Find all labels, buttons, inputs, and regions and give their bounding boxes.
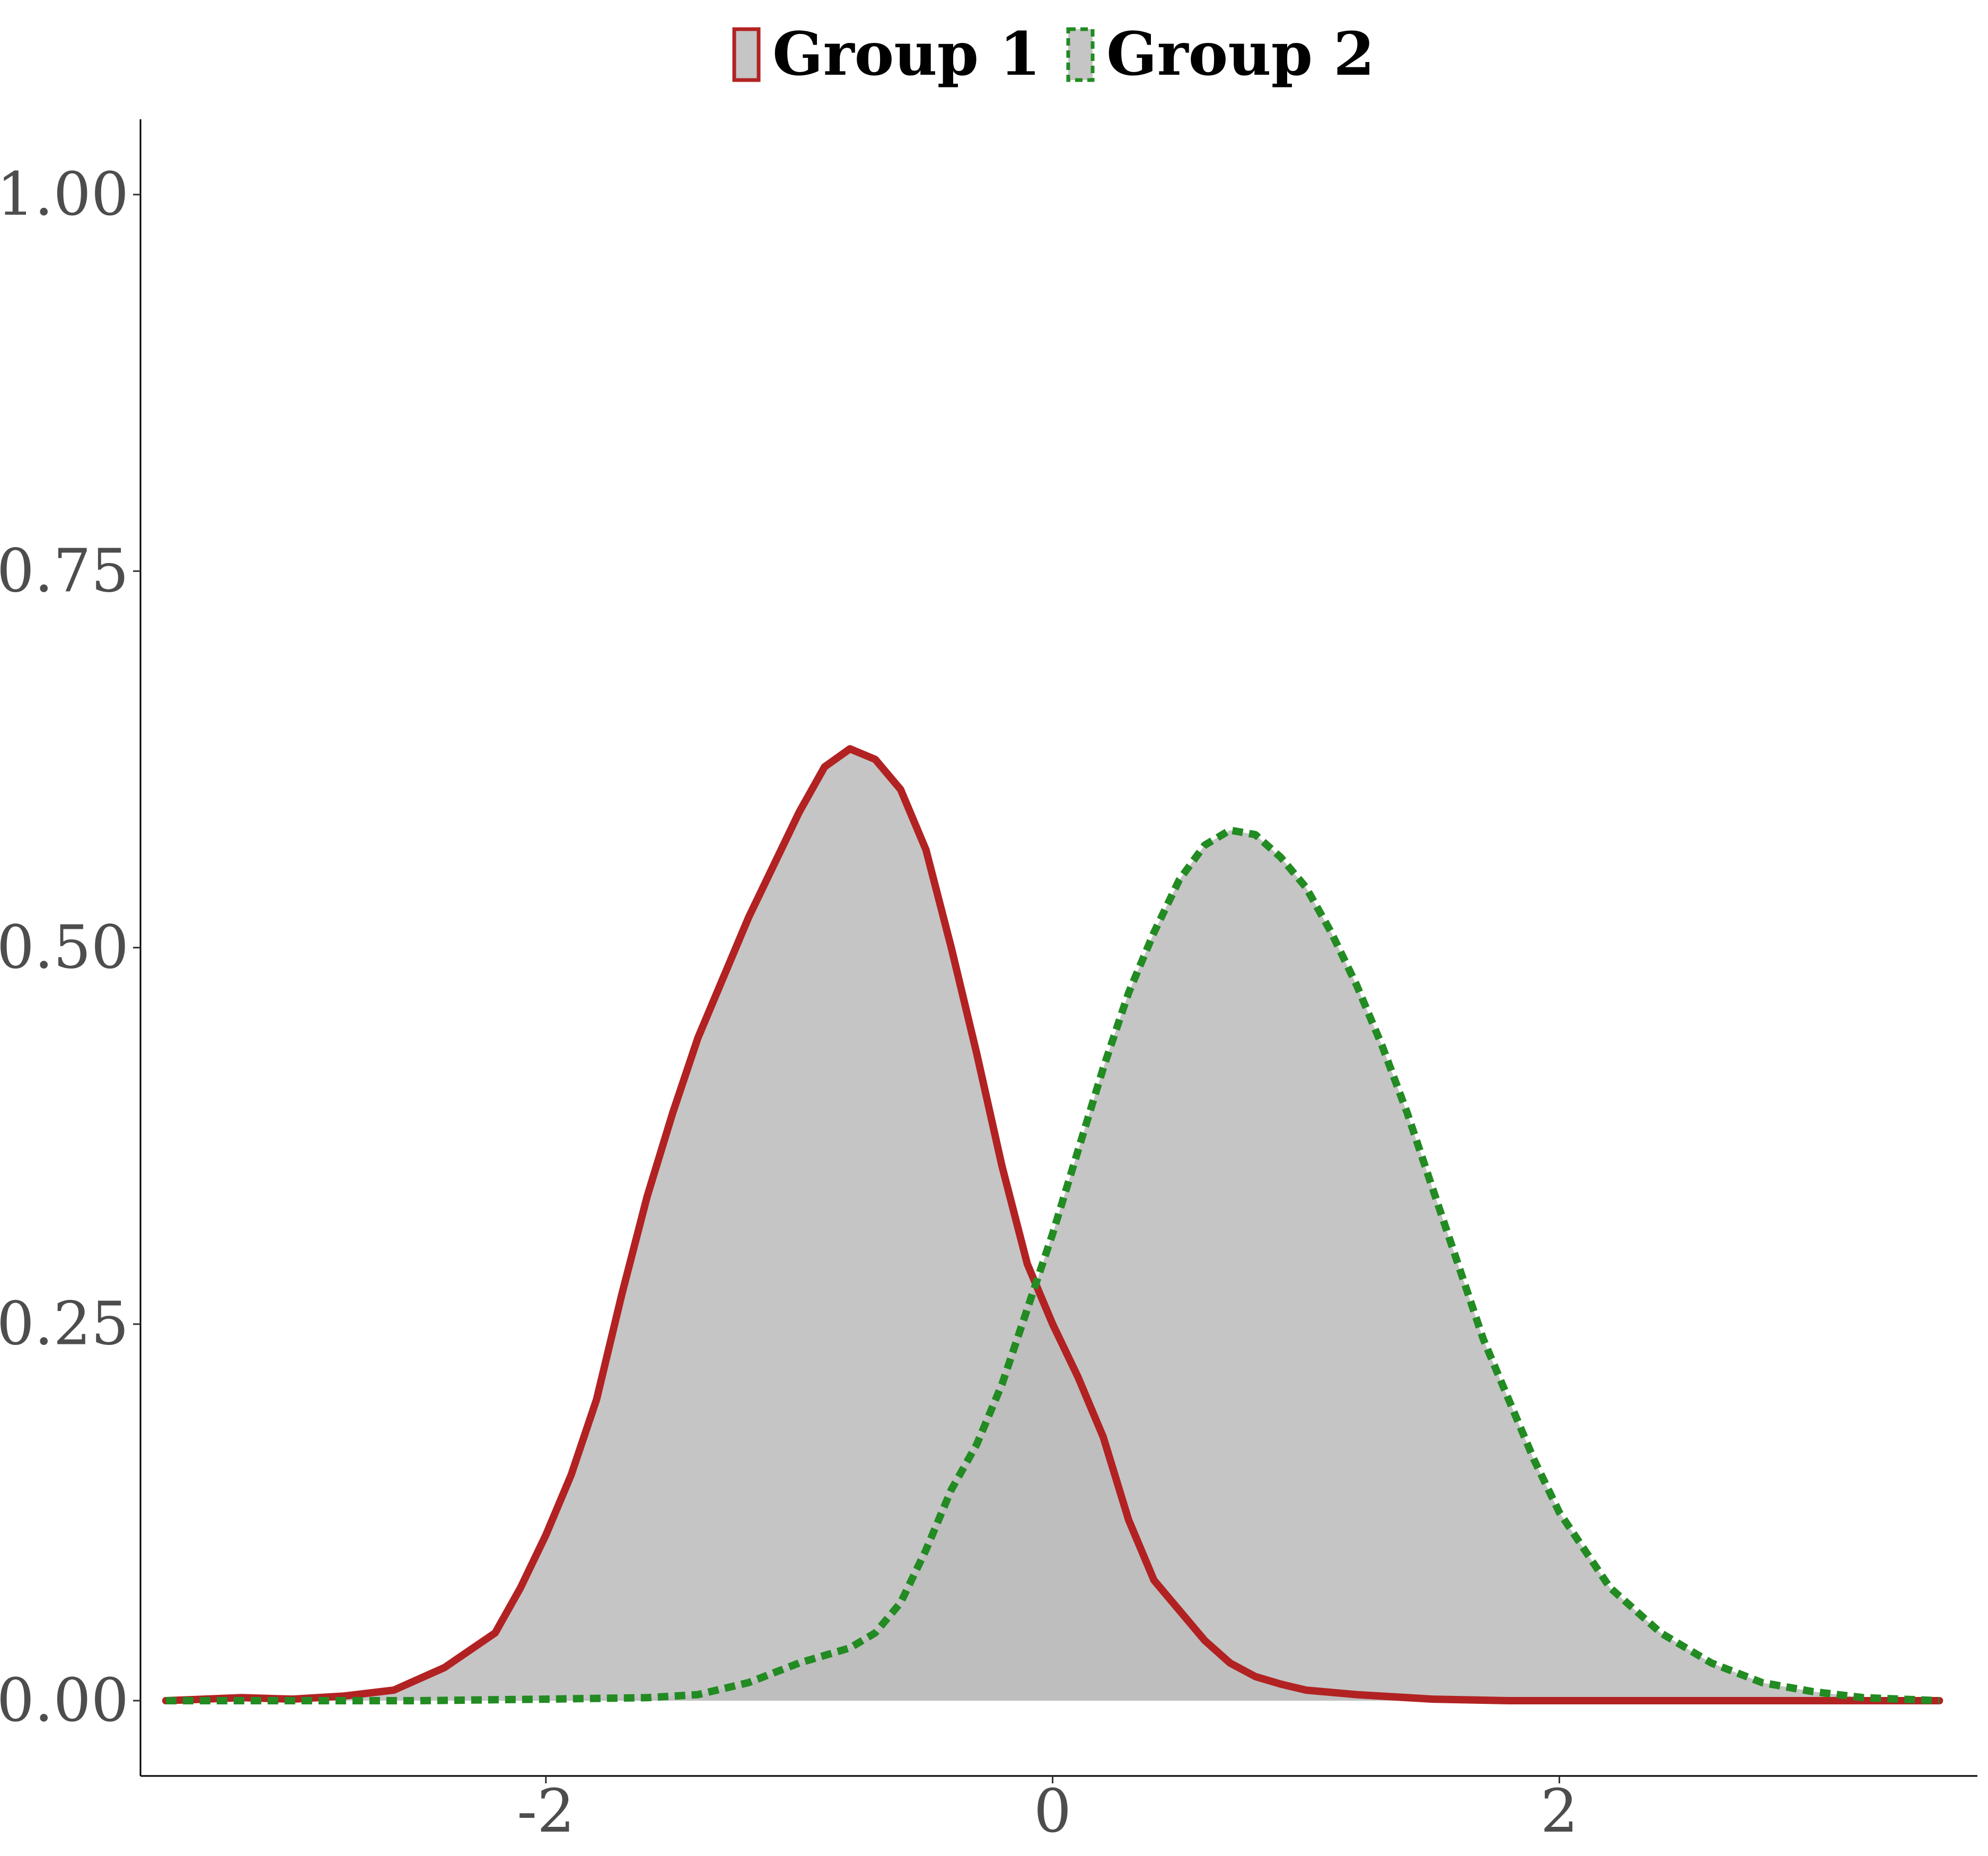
legend-key-group-2 xyxy=(1066,27,1095,82)
group-2-density-line xyxy=(165,826,1940,1704)
group-1-density-line xyxy=(162,745,1943,1704)
x-tick-label: -2 xyxy=(517,1777,575,1846)
x-tick-label: 0 xyxy=(1034,1777,1071,1846)
density-lines xyxy=(162,745,1943,1704)
y-tick-label: 0.50 xyxy=(0,913,129,982)
x-tick-label: 2 xyxy=(1541,1777,1578,1846)
legend-label-group-2: Group 2 xyxy=(1106,20,1375,89)
y-tick-label: 1.00 xyxy=(0,160,129,229)
group-2-density-area xyxy=(165,830,1940,1701)
legend-label-group-1: Group 1 xyxy=(772,20,1041,89)
y-tick-label: 0.00 xyxy=(0,1666,129,1735)
axes: 0.00 0.25 0.50 0.75 1.00 -2 0 2 xyxy=(0,119,1977,1846)
y-tick-label: 0.25 xyxy=(0,1290,129,1359)
legend: Group 1 Group 2 xyxy=(732,20,1375,89)
legend-key-group-1 xyxy=(732,27,761,82)
density-areas xyxy=(165,749,1940,1701)
y-tick-label: 0.75 xyxy=(0,536,129,605)
group-1-density-area xyxy=(165,749,1940,1701)
